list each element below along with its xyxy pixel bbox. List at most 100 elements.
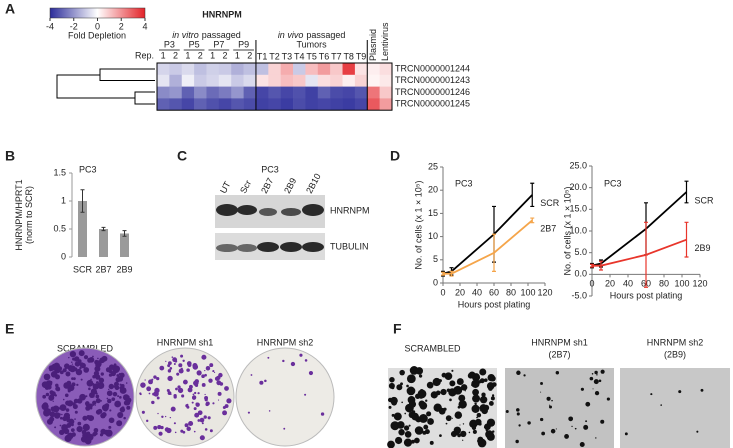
soft-agar-colony [472, 388, 479, 396]
colony [282, 359, 285, 363]
soft-agar-colony [486, 432, 495, 441]
colony [170, 406, 176, 412]
soft-agar-colony [624, 432, 628, 436]
rep-label: Rep. [135, 50, 154, 60]
colony [194, 412, 200, 418]
line [443, 219, 533, 275]
x-tick-label: 40 [623, 279, 633, 289]
x-tick-label: 60 [489, 287, 499, 297]
heatmap-cell [231, 63, 244, 76]
passage-label: P5 [189, 39, 200, 49]
colony [55, 383, 59, 388]
heatmap-cell [379, 86, 393, 99]
soft-agar-colony [396, 384, 403, 391]
error-bar [684, 221, 689, 258]
soft-agar-colony [456, 378, 464, 386]
colony [59, 429, 65, 436]
colony [141, 410, 145, 414]
y-tick-label: 10 [428, 231, 438, 241]
colony [192, 393, 195, 396]
colony [224, 386, 229, 391]
colony [74, 383, 76, 386]
heatmap-cell [379, 63, 393, 76]
heatmap-frame [156, 62, 393, 111]
error-bar [80, 189, 85, 213]
soft-agar-colony [390, 396, 398, 405]
error-bar [122, 230, 127, 237]
heatmap-cell [293, 86, 306, 99]
x-tick-label: 120 [692, 279, 707, 289]
heatmap-cell [367, 98, 380, 111]
heatmap-cell [305, 98, 319, 111]
soft-agar-colony [401, 401, 403, 404]
colony [86, 379, 94, 387]
colony [140, 382, 146, 388]
colony [65, 408, 70, 412]
error-bar [441, 271, 445, 276]
soft-agar-colony [594, 370, 598, 375]
colony [226, 398, 232, 404]
soft-agar-colony [391, 386, 395, 390]
soft-agar-colony [579, 442, 585, 447]
field-label: SCRAMBLED [404, 343, 461, 353]
heatmap-cell [206, 63, 220, 76]
colony [46, 418, 53, 425]
heatmap-cell [243, 98, 257, 111]
colony [98, 383, 103, 388]
soft-agar-colony [549, 404, 551, 406]
soft-agar-colony [390, 421, 400, 431]
colony [70, 428, 75, 432]
soft-agar-colony [482, 378, 485, 381]
heatmap-cell [169, 98, 183, 111]
soft-agar-colony [489, 375, 496, 382]
colony [111, 397, 116, 402]
x-tick-label: SCR [73, 264, 93, 274]
y-tick-label: 0.0 [574, 269, 587, 279]
soft-agar-colony [476, 412, 482, 418]
lane-label: 2B9 [282, 176, 298, 195]
soft-agar-colony [419, 401, 428, 410]
soft-agar-colony [472, 394, 481, 403]
colony [67, 419, 70, 422]
rep-number: 1 [185, 50, 190, 60]
colony [61, 424, 68, 431]
group-header: in vitro passaged [172, 30, 241, 40]
soft-agar-colony [414, 437, 420, 444]
error-bar [449, 270, 454, 277]
colony [94, 404, 96, 406]
soft-agar-colony [600, 369, 605, 374]
colony [217, 399, 220, 401]
y-tick-label: 5 [433, 254, 438, 264]
colony [117, 395, 120, 398]
error-bar [684, 180, 689, 204]
colony [213, 371, 216, 374]
colony [157, 425, 162, 430]
heatmap-cell [280, 98, 294, 111]
heatmap-cell [243, 74, 257, 87]
colony [54, 374, 60, 380]
soft-agar-colony [585, 420, 588, 423]
soft-agar-colony [389, 376, 395, 383]
colony [95, 398, 101, 404]
soft-agar-colony [444, 372, 453, 381]
colony [77, 398, 83, 404]
colony [85, 395, 88, 398]
panel-label: B [5, 148, 15, 164]
colony [108, 368, 111, 371]
soft-agar-colony [488, 386, 493, 391]
colony [107, 404, 109, 406]
y-tick-label: 1 [61, 195, 66, 205]
heatmap-cell [268, 86, 281, 99]
colorbar-tick-label: 2 [119, 21, 124, 31]
colony [172, 357, 178, 363]
heatmap-cell [255, 63, 269, 76]
soft-agar-colony [477, 380, 482, 384]
colony [82, 423, 90, 431]
colony [73, 367, 78, 372]
soft-agar-colony [403, 438, 413, 447]
colony [90, 416, 95, 420]
colony [105, 429, 113, 437]
x-axis-label: Hours post plating [458, 299, 531, 309]
colony [103, 407, 108, 412]
colony [156, 376, 160, 381]
